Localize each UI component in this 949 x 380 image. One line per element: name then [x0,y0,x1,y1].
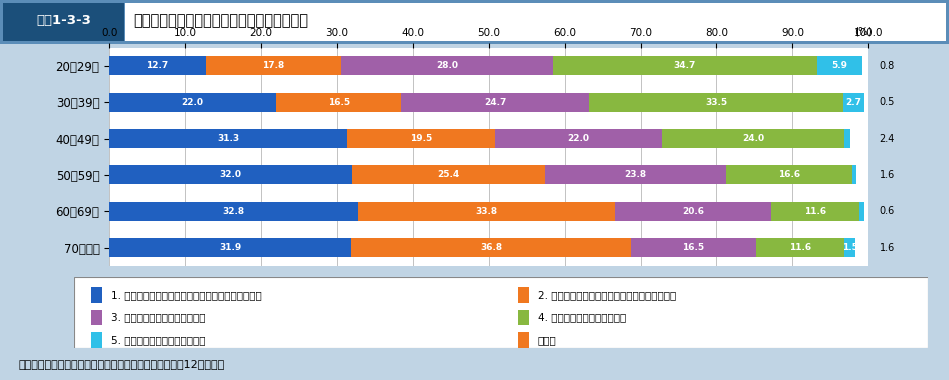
Bar [494,129,661,148]
Bar [91,332,102,348]
Bar [844,238,855,257]
Text: 1.5: 1.5 [842,243,858,252]
Bar [553,56,817,75]
Text: 望ましい地域での付き合いの程度（年齢別）: 望ましい地域での付き合いの程度（年齢別） [133,13,307,28]
Text: 31.9: 31.9 [219,243,241,252]
Bar [844,93,864,112]
Text: 22.0: 22.0 [181,98,204,107]
Bar [358,202,615,221]
Bar [109,129,346,148]
Bar [756,238,844,257]
Text: (%): (%) [854,27,872,36]
Bar [352,166,545,184]
Bar [631,238,756,257]
Bar [518,287,530,303]
Text: 19.5: 19.5 [410,134,432,143]
Text: 24.0: 24.0 [742,134,764,143]
Text: 24.7: 24.7 [484,98,507,107]
Text: 32.0: 32.0 [219,171,242,179]
Bar [817,56,862,75]
Bar [518,332,530,348]
Text: 11.6: 11.6 [789,243,811,252]
Text: 2.7: 2.7 [846,98,862,107]
Bar [109,93,276,112]
Text: 25.4: 25.4 [437,171,459,179]
Text: 2. 地域の行事や会合に参加する程度の付き合い: 2. 地域の行事や会合に参加する程度の付き合い [538,290,676,300]
Text: 33.5: 33.5 [705,98,727,107]
Text: 無回答: 無回答 [538,335,556,345]
Text: 資料：内閣府「社会意識に関する世論調査」（令和４年12月調査）: 資料：内閣府「社会意識に関する世論調査」（令和４年12月調査） [19,359,225,369]
Text: 0.8: 0.8 [880,61,895,71]
Bar [346,129,494,148]
Text: 3. 世間話をする程度の付き合い: 3. 世間話をする程度の付き合い [111,312,205,323]
Text: 31.3: 31.3 [217,134,239,143]
Text: 32.8: 32.8 [223,207,245,216]
Text: 0.5: 0.5 [880,97,895,107]
Bar [125,3,946,41]
Text: 28.0: 28.0 [436,61,458,70]
Bar [851,166,856,184]
Bar [109,202,358,221]
Text: 20.6: 20.6 [682,207,704,216]
Bar [341,56,553,75]
Bar [772,202,859,221]
Bar [726,166,851,184]
Bar [109,56,206,75]
Text: 12.7: 12.7 [146,61,169,70]
Bar [545,166,726,184]
Text: 4. 挨拶をする程度の付き合い: 4. 挨拶をする程度の付き合い [538,312,626,323]
Bar [518,310,530,325]
Text: 23.8: 23.8 [624,171,646,179]
Text: 16.6: 16.6 [777,171,800,179]
Text: 5.9: 5.9 [831,61,847,70]
Bar [401,93,589,112]
Text: 1.6: 1.6 [880,243,895,253]
Bar [109,166,352,184]
Bar [3,3,124,41]
Text: 11.6: 11.6 [804,207,827,216]
Bar [276,93,401,112]
Text: 0.6: 0.6 [880,206,895,216]
Bar [109,238,351,257]
Text: 22.0: 22.0 [568,134,589,143]
Text: 36.8: 36.8 [480,243,502,252]
Text: 34.7: 34.7 [674,61,697,70]
Text: 16.5: 16.5 [327,98,350,107]
Bar [844,129,850,148]
Bar [661,129,844,148]
Text: 16.5: 16.5 [682,243,704,252]
Bar [91,287,102,303]
Bar [859,202,864,221]
Text: 1. 地域の行事等に参加したり困ったときに助け合う: 1. 地域の行事等に参加したり困ったときに助け合う [111,290,262,300]
Text: 2.4: 2.4 [880,133,895,144]
Text: 33.8: 33.8 [475,207,497,216]
Text: 5. 地域での付き合いは必要ない: 5. 地域での付き合いは必要ない [111,335,205,345]
Bar [615,202,772,221]
Text: 17.8: 17.8 [262,61,285,70]
Bar [589,93,844,112]
Bar [351,238,631,257]
Bar [91,310,102,325]
Bar [206,56,341,75]
Text: 1.6: 1.6 [880,170,895,180]
Text: 図表1-3-3: 図表1-3-3 [36,14,91,27]
